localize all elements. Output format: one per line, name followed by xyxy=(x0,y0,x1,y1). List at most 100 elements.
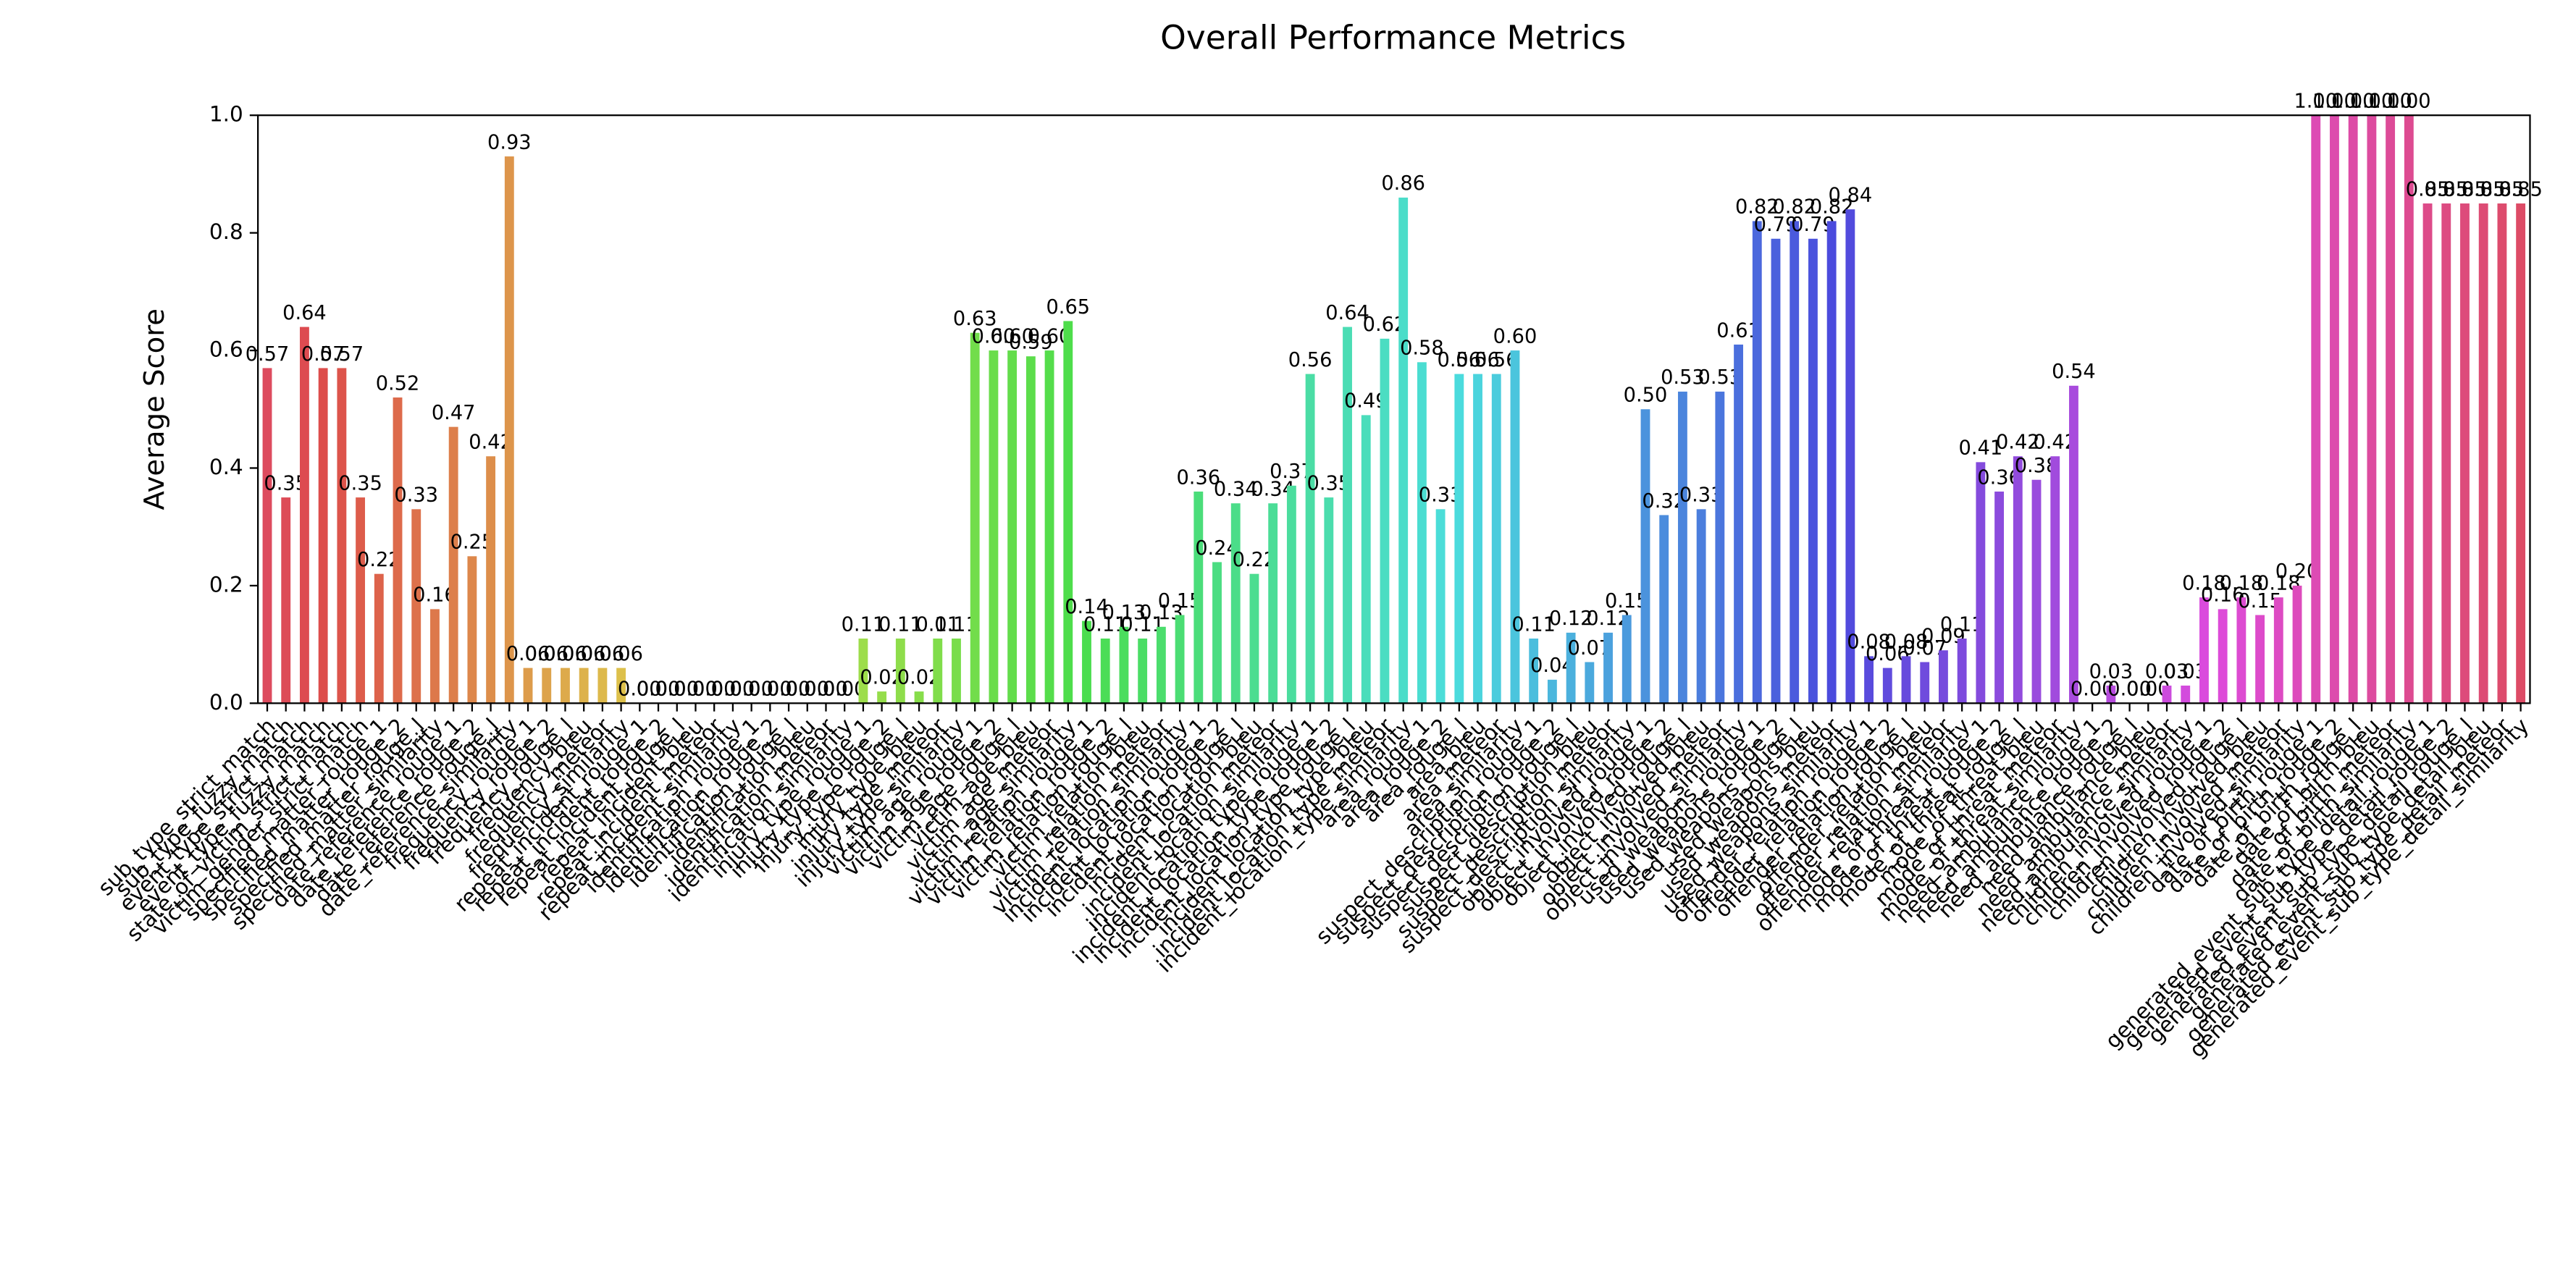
value-label: 0.60 xyxy=(972,325,1016,348)
bar xyxy=(2516,203,2526,704)
value-label: 0.93 xyxy=(487,131,532,153)
bar xyxy=(2292,585,2302,704)
value-label: 0.00 xyxy=(804,678,848,701)
value-label: 0.35 xyxy=(338,472,382,494)
bar xyxy=(374,573,384,704)
value-label: 0.85 xyxy=(2480,178,2525,201)
value-label: 0.08 xyxy=(1847,631,1891,654)
value-label: 0.00 xyxy=(618,678,662,701)
value-label: 0.34 xyxy=(1214,479,1258,501)
bar xyxy=(411,509,421,704)
bar xyxy=(262,368,272,704)
value-label: 0.85 xyxy=(2424,178,2468,201)
value-label: 1.00 xyxy=(2312,90,2357,113)
bar xyxy=(1826,221,1837,704)
bar xyxy=(2311,115,2321,704)
bar xyxy=(1454,374,1464,704)
value-label: 0.60 xyxy=(990,325,1034,348)
value-label: 0.00 xyxy=(637,678,681,701)
value-label: 0.00 xyxy=(767,678,811,701)
value-label: 0.56 xyxy=(1456,349,1500,371)
bar xyxy=(1640,409,1650,704)
bar xyxy=(1380,338,1390,704)
value-label: 0.03 xyxy=(2089,660,2134,683)
value-label: 0.11 xyxy=(915,613,960,636)
value-label: 0.06 xyxy=(562,643,606,665)
value-label: 0.57 xyxy=(320,343,364,366)
bar xyxy=(1305,374,1315,704)
bar xyxy=(616,668,626,704)
value-label: 1.00 xyxy=(2331,90,2375,113)
bar xyxy=(1677,391,1687,704)
value-label: 0.59 xyxy=(1009,332,1053,354)
bar xyxy=(448,426,458,704)
bar xyxy=(2050,456,2060,704)
bar xyxy=(504,156,514,704)
y-tick-label: 0.6 xyxy=(209,337,243,362)
bar xyxy=(2236,597,2246,704)
bar xyxy=(2162,685,2172,704)
bar xyxy=(2367,115,2377,704)
value-label: 0.85 xyxy=(2462,178,2506,201)
bar xyxy=(1138,639,1148,704)
y-axis-label: Average Score xyxy=(138,308,171,510)
value-label: 0.85 xyxy=(2406,178,2450,201)
bar xyxy=(1398,197,1409,704)
value-label: 1.00 xyxy=(2368,90,2412,113)
bar xyxy=(1343,327,1352,704)
bar xyxy=(970,332,980,704)
bar xyxy=(2330,115,2339,704)
bar xyxy=(952,639,961,704)
bar xyxy=(1286,485,1296,704)
bar xyxy=(1585,662,1595,704)
bar xyxy=(1547,679,1557,704)
bar xyxy=(467,556,477,704)
bar xyxy=(337,368,347,704)
bar xyxy=(1324,497,1334,704)
bar xyxy=(2422,203,2433,704)
value-label: 1.00 xyxy=(2294,90,2338,113)
bar xyxy=(561,668,570,704)
bar xyxy=(393,397,403,704)
value-label: 0.64 xyxy=(1325,302,1369,324)
bar xyxy=(1696,509,1706,704)
value-label: 0.18 xyxy=(2220,573,2264,595)
bar xyxy=(1100,639,1110,704)
bar xyxy=(523,668,533,704)
bar xyxy=(1771,238,1781,704)
plot-frame xyxy=(257,114,2531,704)
value-label: 1.00 xyxy=(2387,90,2431,113)
bar xyxy=(2181,685,2191,704)
bar xyxy=(1007,350,1018,704)
value-label: 0.41 xyxy=(1959,437,2003,460)
bar xyxy=(1082,620,1091,704)
value-label: 0.00 xyxy=(785,678,829,701)
bar xyxy=(1566,632,1576,704)
value-label: 1.00 xyxy=(2350,90,2394,113)
value-label: 0.65 xyxy=(1046,296,1090,319)
bar xyxy=(1491,374,1501,704)
value-label: 0.36 xyxy=(1176,466,1220,489)
bar xyxy=(1044,350,1054,704)
value-label: 0.00 xyxy=(674,678,718,701)
bar xyxy=(1063,321,1073,704)
value-label: 0.14 xyxy=(1065,596,1109,618)
chart-title: Overall Performance Metrics xyxy=(1160,18,1626,56)
bar xyxy=(2460,203,2470,704)
bar xyxy=(1901,656,1911,704)
value-label: 0.11 xyxy=(842,613,886,636)
bar xyxy=(1621,615,1632,704)
bar xyxy=(356,497,366,704)
bar xyxy=(486,456,496,704)
bar xyxy=(1268,503,1278,704)
bar xyxy=(542,668,552,704)
value-label: 0.06 xyxy=(581,643,625,665)
bar xyxy=(1361,415,1371,704)
bar xyxy=(1957,639,1967,704)
bar xyxy=(914,691,924,704)
bar xyxy=(1920,662,1930,704)
value-label: 0.86 xyxy=(1381,172,1425,195)
value-label: 0.58 xyxy=(1400,337,1444,360)
bar xyxy=(1529,639,1539,704)
